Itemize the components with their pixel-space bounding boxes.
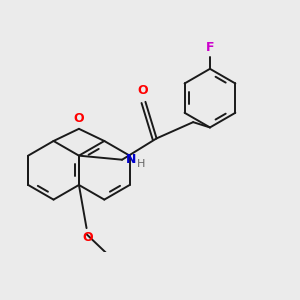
Text: F: F [206, 41, 214, 54]
Text: O: O [137, 84, 148, 97]
Text: O: O [74, 112, 84, 125]
Text: N: N [125, 152, 136, 166]
Text: H: H [137, 160, 145, 170]
Text: O: O [82, 231, 92, 244]
